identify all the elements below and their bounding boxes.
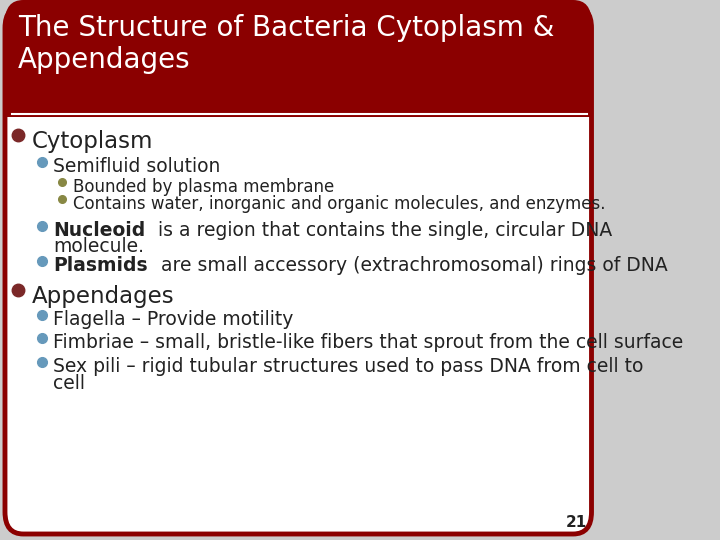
Text: Bounded by plasma membrane: Bounded by plasma membrane — [73, 178, 334, 196]
FancyBboxPatch shape — [5, 0, 592, 117]
Text: Plasmids: Plasmids — [53, 256, 148, 275]
Text: cell: cell — [53, 374, 85, 393]
Text: Flagella – Provide motility: Flagella – Provide motility — [53, 310, 294, 329]
FancyBboxPatch shape — [5, 6, 592, 534]
Text: Fimbriae – small, bristle-like fibers that sprout from the cell surface: Fimbriae – small, bristle-like fibers th… — [53, 333, 683, 352]
Text: The Structure of Bacteria Cytoplasm &: The Structure of Bacteria Cytoplasm & — [18, 14, 554, 42]
Text: Appendages: Appendages — [32, 285, 174, 308]
Text: Contains water, inorganic and organic molecules, and enzymes.: Contains water, inorganic and organic mo… — [73, 195, 606, 213]
Text: Semifluid solution: Semifluid solution — [53, 157, 220, 176]
Text: 21: 21 — [565, 515, 587, 530]
Bar — [5, 95, 592, 117]
Text: is a region that contains the single, circular DNA: is a region that contains the single, ci… — [152, 221, 612, 240]
Text: are small accessory (extrachromosomal) rings of DNA: are small accessory (extrachromosomal) r… — [155, 256, 667, 275]
Text: Appendages: Appendages — [18, 46, 191, 74]
Text: Sex pili – rigid tubular structures used to pass DNA from cell to: Sex pili – rigid tubular structures used… — [53, 357, 644, 376]
Text: molecule.: molecule. — [53, 237, 144, 256]
Text: Nucleoid: Nucleoid — [53, 221, 145, 240]
Text: Cytoplasm: Cytoplasm — [32, 130, 153, 153]
